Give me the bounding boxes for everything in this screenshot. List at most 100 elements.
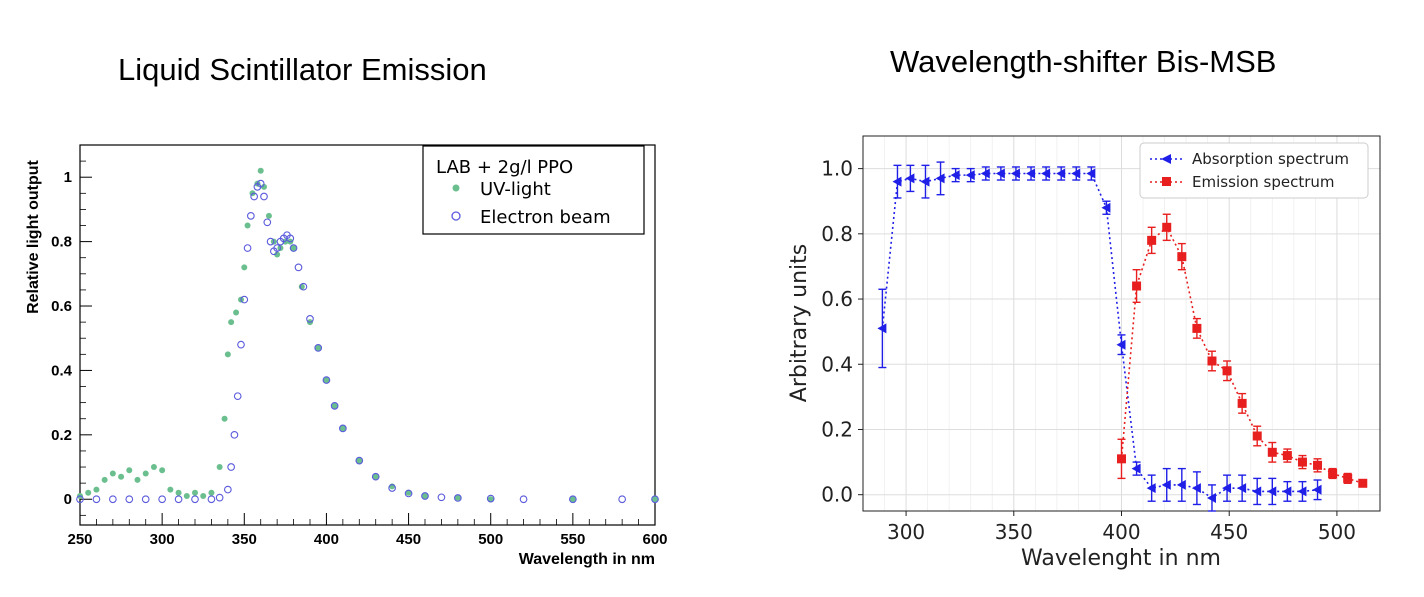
left-point-electron-beam xyxy=(76,495,84,504)
left-point-uv-light xyxy=(109,470,116,477)
right-x-tick-label: 400 xyxy=(1102,520,1140,544)
left-point-uv-light xyxy=(221,415,228,422)
left-y-tick-label: 0.6 xyxy=(51,298,72,315)
left-point-electron-beam xyxy=(260,192,268,201)
right-emission-point xyxy=(1177,252,1187,262)
right-legend-em-marker xyxy=(1162,177,1171,186)
right-absorption-point xyxy=(1282,486,1292,497)
left-point-electron-beam xyxy=(306,315,314,323)
right-absorption-point xyxy=(1237,483,1247,494)
left-point-uv-light xyxy=(244,222,251,229)
right-emission-point xyxy=(1132,281,1142,291)
chart-title-left: Liquid Scintillator Emission xyxy=(118,52,487,87)
right-emission-point xyxy=(1313,460,1323,470)
right-absorption-point xyxy=(920,176,930,187)
left-x-tick-label: 500 xyxy=(478,531,503,548)
right-legend-em-label: Emission spectrum xyxy=(1192,173,1335,191)
left-legend-uv-label: UV-light xyxy=(480,179,551,200)
left-point-electron-beam xyxy=(273,244,281,252)
left-point-electron-beam xyxy=(224,485,232,494)
left-point-uv-light xyxy=(224,351,231,358)
right-absorption-point xyxy=(1297,486,1307,497)
right-emission-point xyxy=(1237,398,1247,408)
left-point-uv-light xyxy=(422,493,428,500)
left-point-electron-beam xyxy=(339,424,347,433)
right-emission-point xyxy=(1117,454,1126,464)
right-y-tick-label: 1.0 xyxy=(821,157,853,181)
left-point-electron-beam xyxy=(174,495,183,504)
right-emission-point xyxy=(1267,447,1277,457)
right-x-tick-label: 450 xyxy=(1210,520,1248,544)
left-point-uv-light xyxy=(487,496,494,503)
left-point-uv-light xyxy=(208,489,215,496)
right-absorption-point xyxy=(1026,168,1036,179)
left-y-tick-label: 0.8 xyxy=(51,234,72,251)
left-point-electron-beam xyxy=(569,495,577,504)
left-point-uv-light xyxy=(356,457,363,464)
left-point-electron-beam xyxy=(263,218,272,227)
left-point-electron-beam xyxy=(651,495,659,504)
right-legend-box xyxy=(1139,142,1369,199)
right-y-tick-label: 0.2 xyxy=(821,417,853,441)
right-legend: Absorption spectrum Emission spectrum xyxy=(1139,142,1369,199)
left-y-tick-label: 0 xyxy=(64,491,72,508)
right-emission-point xyxy=(1162,222,1172,232)
right-absorption-point xyxy=(877,323,887,334)
left-point-uv-light xyxy=(216,464,223,471)
right-absorption-point xyxy=(892,176,902,187)
left-point-uv-light xyxy=(228,319,235,326)
left-point-uv-light xyxy=(183,493,190,500)
chart-title-right: Wavelength-shifter Bis-MSB xyxy=(890,44,1277,79)
left-point-electron-beam xyxy=(388,484,396,492)
left-point-electron-beam xyxy=(330,401,339,410)
right-emission-line xyxy=(1120,226,1364,485)
left-y-tick-label: 1 xyxy=(64,169,72,186)
left-point-uv-light xyxy=(159,467,166,474)
left-x-tick-label: 250 xyxy=(67,531,92,548)
right-absorption-point xyxy=(1071,168,1081,179)
left-point-uv-light xyxy=(454,494,461,501)
left-x-axis-label: Wavelength in nm xyxy=(519,551,655,568)
left-point-electron-beam xyxy=(243,244,252,252)
left-point-electron-beam xyxy=(207,495,216,504)
left-point-electron-beam xyxy=(322,376,331,384)
right-legend-abs-marker xyxy=(1161,154,1171,164)
left-legend-uv-marker xyxy=(452,184,460,192)
left-y-ticks: 0 0.2 0.4 0.6 0.8 1 xyxy=(51,169,73,508)
right-emission-point xyxy=(1343,473,1353,483)
left-point-electron-beam xyxy=(141,495,150,504)
right-y-tick-label: 0.4 xyxy=(821,352,853,376)
left-point-electron-beam xyxy=(250,192,258,201)
left-legend-eb-label: Electron beam xyxy=(480,207,611,228)
left-point-uv-light xyxy=(126,467,133,474)
left-point-uv-light xyxy=(261,183,267,190)
left-x-tick-label: 450 xyxy=(396,531,421,548)
right-series-emission xyxy=(1117,213,1368,488)
left-y-axis-label: Relative light output xyxy=(25,159,42,313)
left-point-electron-beam xyxy=(618,495,626,504)
left-point-uv-light xyxy=(569,496,576,503)
left-point-uv-light xyxy=(339,425,346,432)
left-point-uv-light xyxy=(85,489,92,496)
left-point-uv-light xyxy=(150,464,157,471)
right-plot-frame xyxy=(862,135,1381,512)
right-y-axis-label: Arbitrary units xyxy=(787,244,812,402)
left-point-uv-light xyxy=(274,251,281,258)
left-point-uv-light xyxy=(175,489,182,496)
right-absorption-point xyxy=(1222,483,1232,494)
left-point-electron-beam xyxy=(215,493,224,502)
left-point-electron-beam xyxy=(158,495,166,504)
right-absorption-point xyxy=(1206,492,1216,503)
right-absorption-point xyxy=(1252,486,1262,497)
right-absorption-point xyxy=(1010,168,1020,179)
left-point-electron-beam xyxy=(437,493,446,502)
right-absorption-point xyxy=(1086,168,1096,179)
right-absorption-point xyxy=(1056,168,1066,179)
left-point-uv-light xyxy=(405,489,412,496)
left-legend-title: LAB + 2g/l PPO xyxy=(436,157,573,178)
right-x-tick-label: 500 xyxy=(1318,520,1356,544)
left-point-uv-light xyxy=(331,402,338,409)
left-point-electron-beam xyxy=(266,237,275,246)
right-emission-point xyxy=(1147,235,1157,245)
